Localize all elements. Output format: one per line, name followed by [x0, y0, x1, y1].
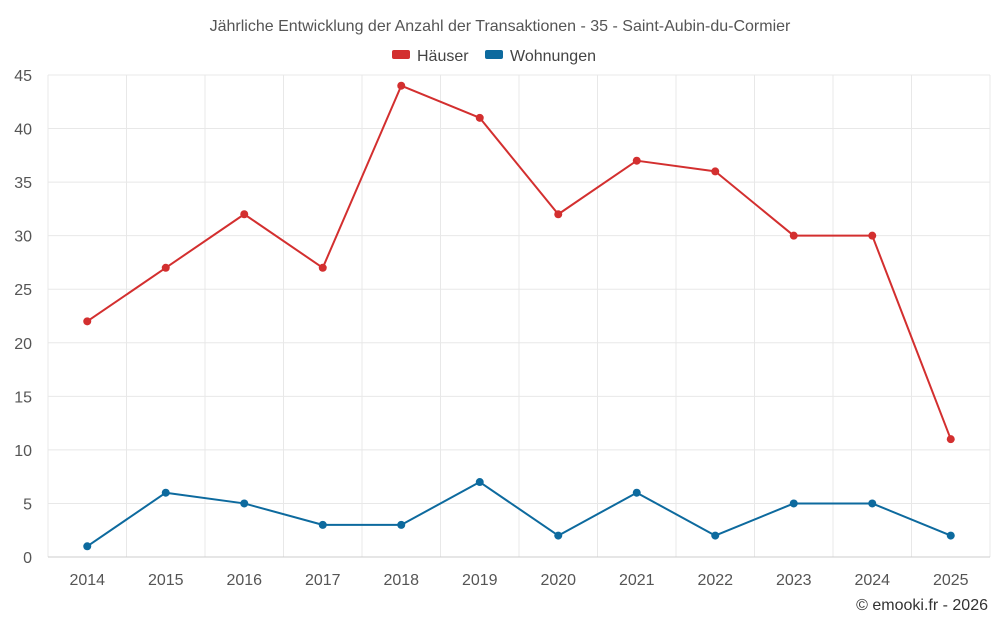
series-wohnungen	[83, 478, 955, 551]
x-tick-label: 2020	[540, 572, 576, 589]
x-tick-label: 2023	[776, 572, 812, 589]
data-point-wohnungen[interactable]	[240, 499, 249, 508]
y-axis-ticks: 0 5 10 15 20 25 30 35 40 45	[14, 68, 32, 567]
y-tick-label: 25	[14, 282, 32, 299]
data-point-haeuser[interactable]	[318, 263, 327, 272]
y-tick-label: 20	[14, 336, 32, 353]
x-tick-label: 2019	[462, 572, 498, 589]
data-point-haeuser[interactable]	[789, 231, 798, 240]
x-tick-label: 2017	[305, 572, 341, 589]
grid	[47, 74, 991, 558]
x-tick-label: 2024	[854, 572, 890, 589]
data-point-haeuser[interactable]	[632, 156, 641, 165]
data-point-haeuser[interactable]	[397, 81, 406, 90]
data-point-wohnungen[interactable]	[554, 531, 563, 540]
legend: Häuser Wohnungen	[392, 48, 596, 65]
data-point-wohnungen[interactable]	[789, 499, 798, 508]
data-point-haeuser[interactable]	[240, 210, 249, 219]
chart-title: Jährliche Entwicklung der Anzahl der Tra…	[210, 18, 791, 35]
y-tick-label: 35	[14, 175, 32, 192]
series-line-haeuser	[86, 84, 952, 440]
data-point-haeuser[interactable]	[711, 167, 720, 176]
x-tick-label: 2015	[148, 572, 184, 589]
data-point-haeuser[interactable]	[554, 210, 563, 219]
legend-swatch-haeuser	[392, 50, 410, 59]
legend-item-haeuser[interactable]: Häuser	[392, 48, 469, 65]
data-point-wohnungen[interactable]	[161, 488, 170, 497]
legend-swatch-wohnungen	[485, 50, 503, 59]
data-point-haeuser[interactable]	[475, 113, 484, 122]
y-tick-label: 15	[14, 389, 32, 406]
data-point-wohnungen[interactable]	[83, 542, 92, 551]
series-haeuser	[83, 81, 955, 444]
y-tick-label: 0	[23, 550, 32, 567]
data-point-haeuser[interactable]	[868, 231, 877, 240]
x-tick-label: 2021	[619, 572, 655, 589]
data-point-wohnungen[interactable]	[318, 520, 327, 529]
credit-text: © emooki.fr - 2026	[856, 597, 988, 614]
data-point-wohnungen[interactable]	[475, 478, 484, 487]
data-point-wohnungen[interactable]	[946, 531, 955, 540]
legend-label-wohnungen: Wohnungen	[510, 48, 596, 65]
data-point-wohnungen[interactable]	[632, 488, 641, 497]
y-tick-label: 30	[14, 229, 32, 246]
legend-item-wohnungen[interactable]: Wohnungen	[485, 48, 596, 65]
data-point-haeuser[interactable]	[946, 435, 955, 444]
x-axis-ticks: 2014 2015 2016 2017 2018 2019 2020 2021 2022 2023…	[69, 572, 968, 589]
data-point-haeuser[interactable]	[161, 263, 170, 272]
series-line-wohnungen	[86, 481, 952, 548]
data-point-wohnungen[interactable]	[711, 531, 720, 540]
x-tick-label: 2022	[697, 572, 733, 589]
x-tick-label: 2025	[933, 572, 969, 589]
series	[83, 81, 955, 551]
y-tick-label: 45	[14, 68, 32, 85]
y-tick-label: 40	[14, 122, 32, 139]
data-point-wohnungen[interactable]	[397, 520, 406, 529]
y-tick-label: 10	[14, 443, 32, 460]
data-point-haeuser[interactable]	[83, 317, 92, 326]
data-point-wohnungen[interactable]	[868, 499, 877, 508]
x-tick-label: 2014	[69, 572, 105, 589]
y-tick-label: 5	[23, 496, 32, 513]
x-tick-label: 2016	[226, 572, 262, 589]
legend-label-haeuser: Häuser	[417, 48, 469, 65]
x-tick-label: 2018	[383, 572, 419, 589]
